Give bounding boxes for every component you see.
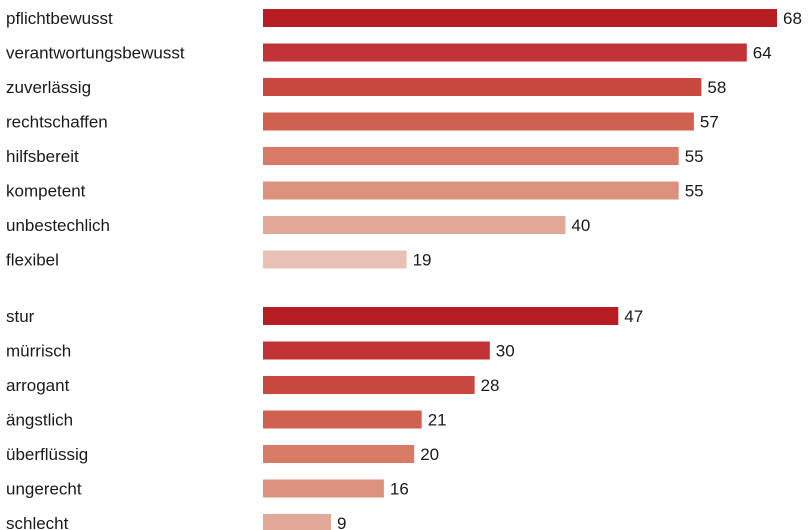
value-label: 20 (420, 445, 439, 464)
value-label: 16 (390, 480, 409, 499)
bar (263, 78, 702, 96)
bar (263, 181, 679, 200)
value-label: 55 (685, 182, 704, 201)
category-label: pflichtbewusst (6, 9, 113, 28)
category-label: ungerecht (6, 480, 82, 499)
value-label: 28 (481, 376, 500, 395)
bar (263, 9, 777, 27)
value-label: 64 (753, 44, 772, 63)
category-label: zuverlässig (6, 78, 91, 97)
bar (263, 216, 566, 234)
value-label: 9 (337, 514, 346, 530)
category-label: flexibel (6, 251, 59, 270)
value-label: 30 (496, 342, 515, 361)
value-label: 40 (571, 216, 590, 235)
category-label: arrogant (6, 376, 70, 395)
category-label: überflüssig (6, 445, 88, 464)
value-label: 58 (707, 78, 726, 97)
value-label: 47 (624, 307, 643, 326)
bar (263, 43, 747, 62)
category-label: ängstlich (6, 411, 73, 430)
bar (263, 376, 475, 394)
value-label: 68 (783, 9, 802, 28)
bar (263, 479, 384, 498)
bar (263, 112, 694, 131)
category-label: stur (6, 307, 35, 326)
category-label: rechtschaffen (6, 113, 108, 132)
category-label: unbestechlich (6, 216, 110, 235)
category-label: hilfsbereit (6, 147, 79, 166)
category-label: verantwortungsbewusst (6, 44, 185, 63)
value-label: 21 (428, 411, 447, 430)
value-label: 19 (413, 251, 432, 270)
bar (263, 147, 679, 165)
bar (263, 445, 415, 463)
bar (263, 341, 490, 360)
bar (263, 307, 619, 325)
value-label: 57 (700, 113, 719, 132)
bar (263, 514, 331, 530)
value-label: 55 (685, 147, 704, 166)
category-label: kompetent (6, 182, 86, 201)
category-label: schlecht (6, 514, 69, 530)
bar (263, 410, 422, 429)
category-label: mürrisch (6, 342, 71, 361)
bar (263, 250, 407, 269)
